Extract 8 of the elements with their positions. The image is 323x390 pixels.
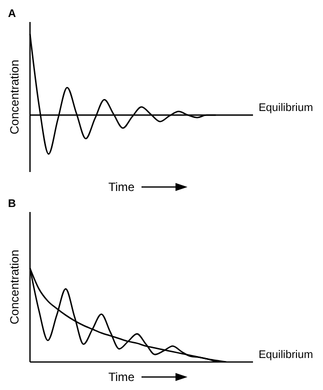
ref-line-label: Equilibrium xyxy=(258,349,313,361)
y-axis-title: Concentration xyxy=(7,60,22,134)
x-axis-title: Time xyxy=(108,180,135,194)
chart-title: B xyxy=(8,198,16,210)
x-axis-title: Time xyxy=(108,370,135,384)
y-axis-title: Concentration xyxy=(7,250,22,324)
chart-title: A xyxy=(8,8,16,20)
ref-line-label: Equilibrium xyxy=(258,102,313,114)
